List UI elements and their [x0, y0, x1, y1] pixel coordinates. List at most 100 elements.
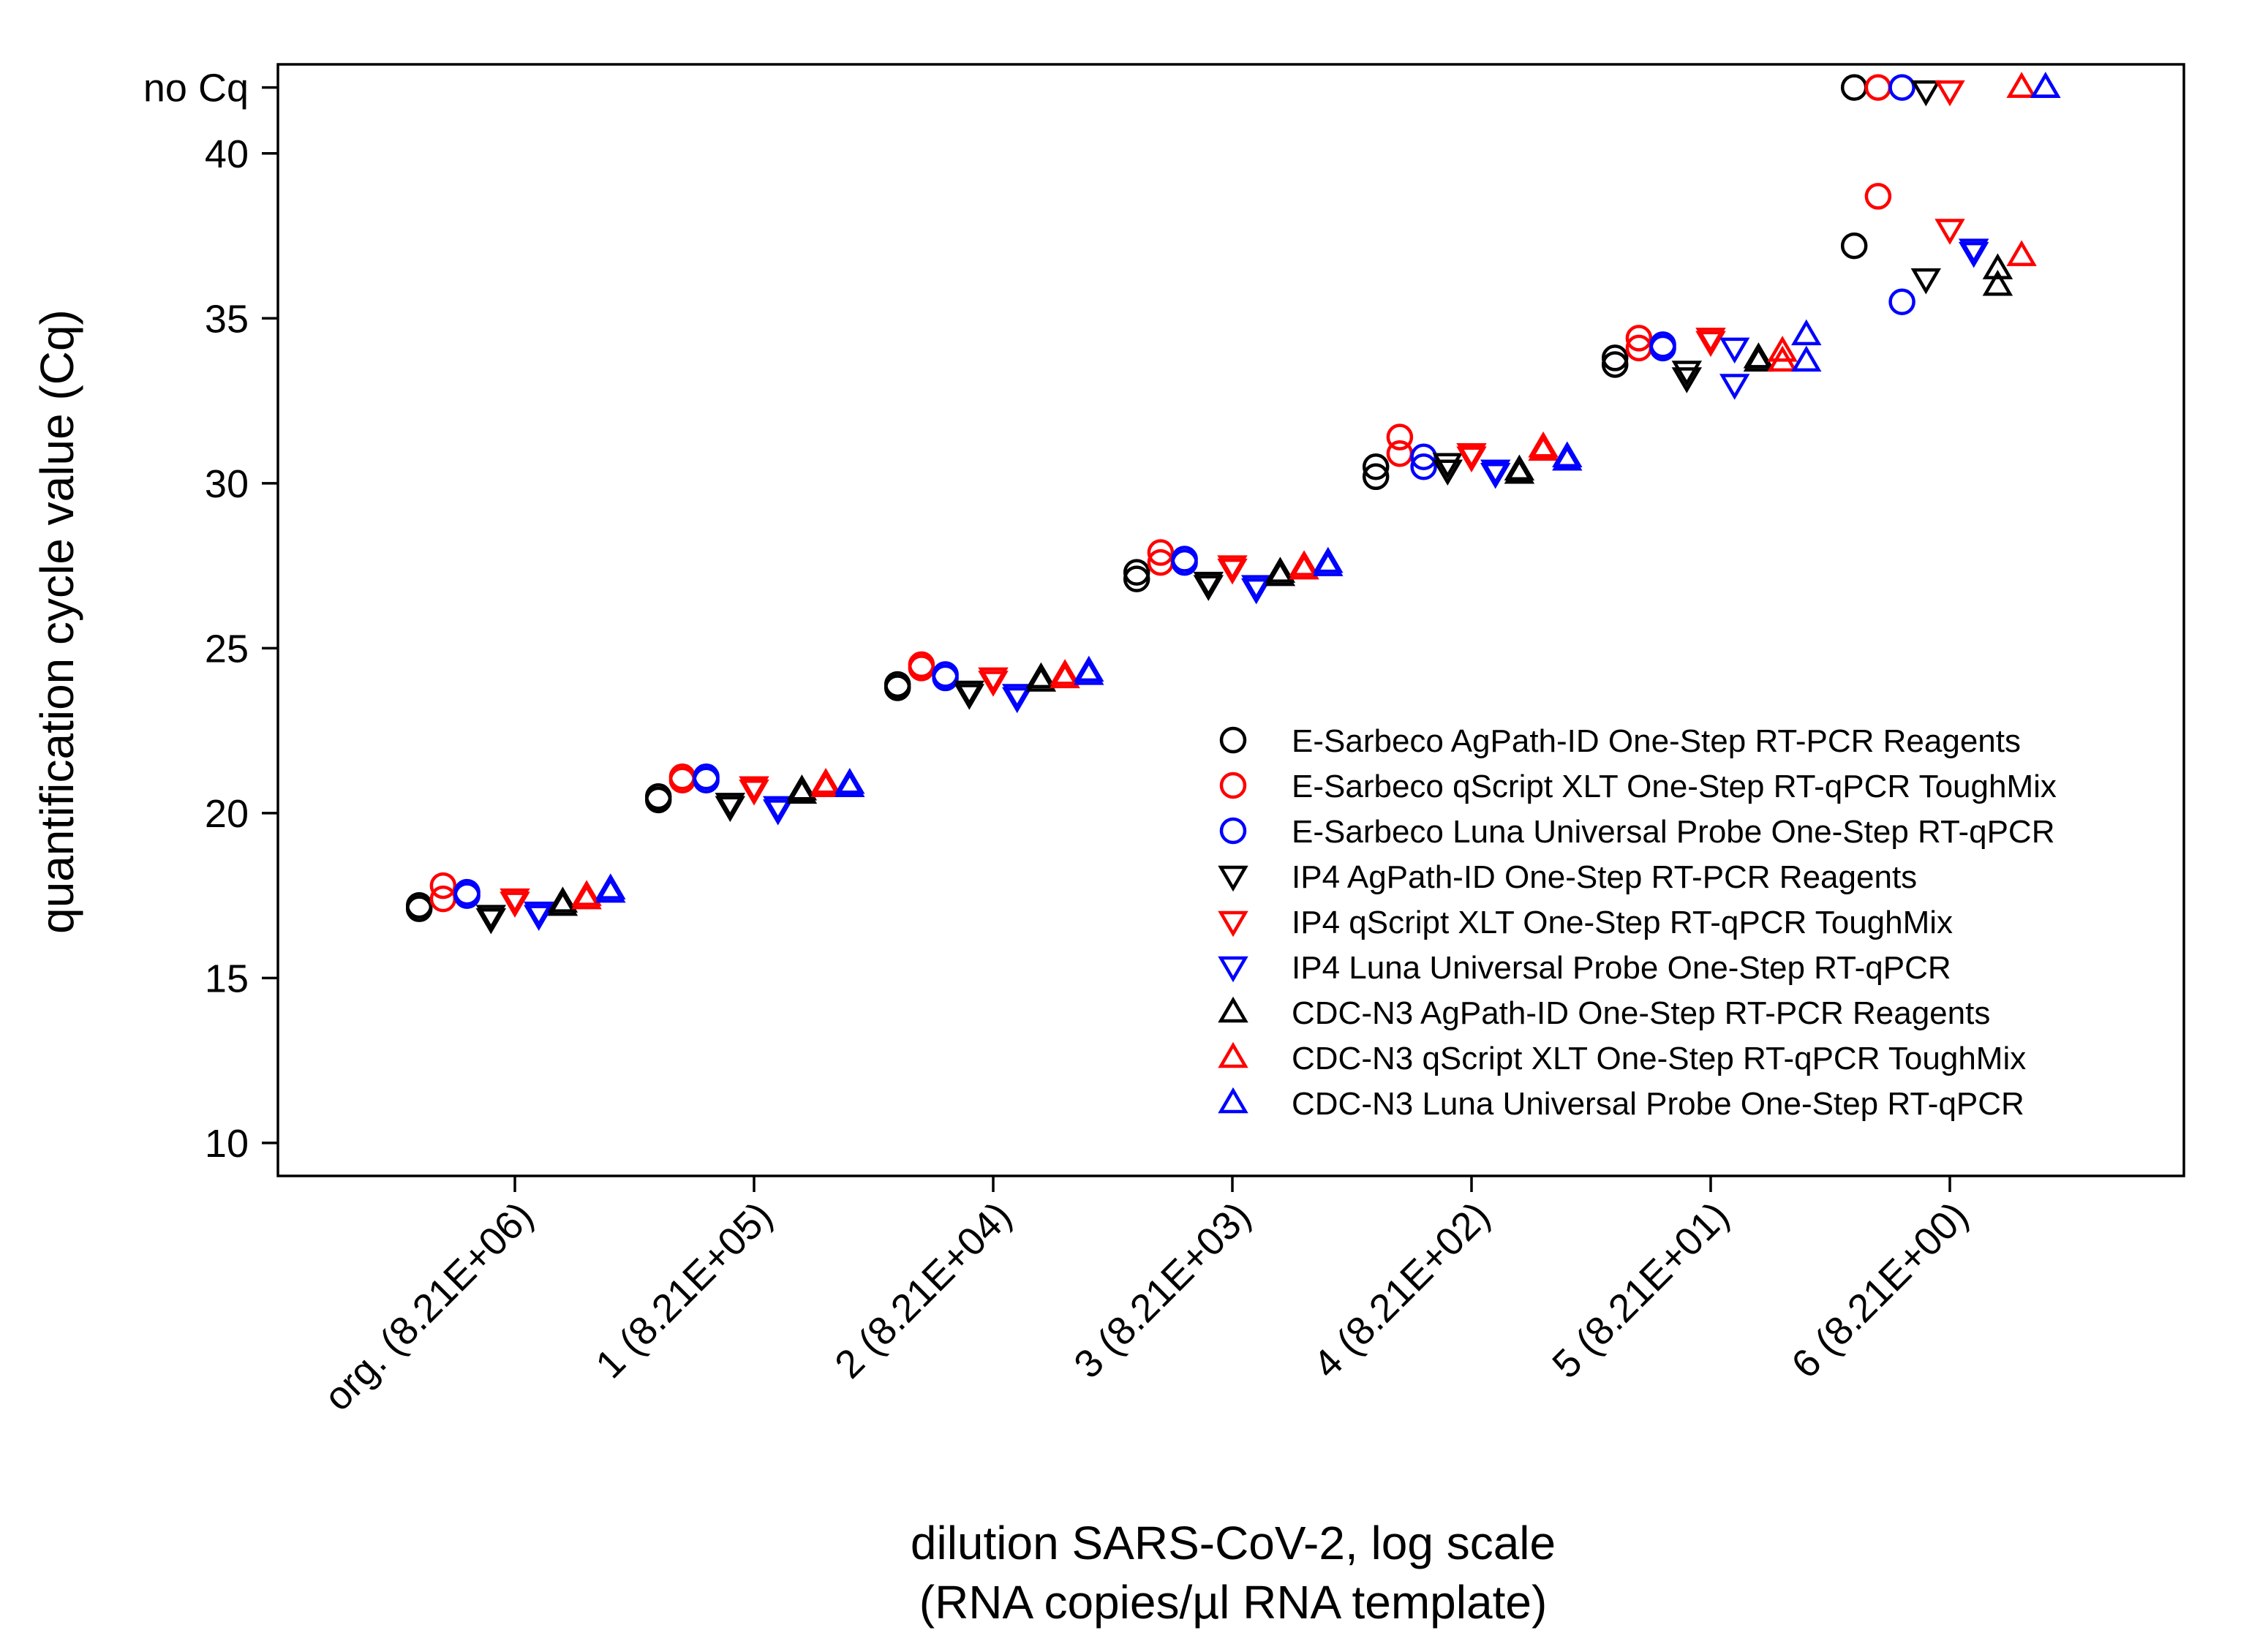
legend-marker [1219, 772, 1247, 799]
data-point [884, 671, 911, 698]
legend-marker [1219, 726, 1247, 754]
data-point [1552, 444, 1583, 471]
data-point [1767, 336, 1798, 362]
data-point [1695, 328, 1726, 354]
data-point [1240, 575, 1272, 601]
data-point [523, 905, 554, 931]
data-point [500, 891, 530, 918]
data-point [1743, 342, 1774, 369]
data-point [1528, 434, 1559, 461]
y-tick-label-no-cq: no Cq [143, 67, 249, 110]
data-point [693, 763, 720, 791]
data-point [1934, 80, 1965, 107]
data-point [1123, 559, 1150, 586]
data-point [1050, 662, 1080, 689]
data-point [1888, 74, 1915, 101]
data-point [1625, 325, 1653, 352]
data-point [547, 886, 579, 913]
data-point [908, 651, 935, 679]
data-point [1671, 367, 1703, 393]
data-point [715, 793, 746, 819]
data-point [1601, 351, 1629, 378]
legend-label: CDC-N3 qScript XLT One-Step RT-qPCR Toug… [1292, 1041, 2026, 1076]
data-point [1456, 442, 1487, 469]
data-point [595, 876, 626, 903]
data-point [1362, 463, 1390, 491]
data-point [1432, 453, 1463, 480]
data-point [1289, 550, 1319, 576]
data-point [739, 776, 769, 803]
legend-label: E-Sarbeco AgPath-ID One-Step RT-PCR Reag… [1292, 723, 2021, 759]
data-point [762, 796, 794, 823]
legend-label: CDC-N3 Luna Universal Probe One-Step RT-… [1292, 1086, 2024, 1122]
y-tick-label: 15 [205, 957, 249, 1000]
legend-marker [1218, 1041, 1248, 1068]
data-point [786, 777, 818, 804]
legend-marker [1218, 996, 1248, 1023]
y-tick-label: 10 [205, 1122, 249, 1166]
data-point [1313, 550, 1344, 576]
legend-marker [1218, 956, 1248, 983]
legend-label: CDC-N3 AgPath-ID One-Step RT-PCR Reagent… [1292, 995, 1990, 1031]
legend-marker [1218, 1087, 1248, 1114]
data-point [2030, 72, 2061, 98]
data-point [835, 767, 865, 794]
legend-marker [1218, 865, 1248, 892]
data-point [1791, 345, 1822, 372]
data-point [547, 889, 579, 916]
y-tick-label: 35 [205, 297, 249, 341]
axis-titles: quantification cycle value (Cq) dilution… [31, 309, 1556, 1629]
data-point [1001, 687, 1033, 714]
data-point [1480, 463, 1511, 489]
data-point [1123, 565, 1150, 592]
data-point [932, 661, 959, 688]
data-point [954, 680, 985, 707]
data-point [835, 771, 865, 798]
y-tick-label: 30 [205, 462, 249, 506]
data-point [1240, 578, 1272, 605]
data-point [1025, 662, 1057, 689]
series-1 [405, 74, 1868, 922]
data-point [1265, 559, 1296, 587]
data-point [405, 891, 433, 919]
legend: E-Sarbeco AgPath-ID One-Step RT-PCR Reag… [1218, 723, 2057, 1122]
data-point [1504, 454, 1535, 481]
data-point [1217, 558, 1248, 585]
data-point [571, 880, 602, 906]
series-5 [500, 80, 1965, 918]
y-tick-label: 40 [205, 132, 249, 176]
data-point [739, 780, 769, 806]
legend-label: E-Sarbeco qScript XLT One-Step RT-qPCR T… [1292, 769, 2057, 804]
data-point [1386, 423, 1414, 450]
data-point [1074, 659, 1104, 685]
plot-area [276, 63, 2185, 1177]
data-point [1888, 288, 1915, 315]
series-9 [595, 72, 2061, 903]
data-point [1671, 361, 1703, 387]
data-point [1695, 331, 1726, 358]
x-axis-title-line2: (RNA copies/µl RNA template) [919, 1576, 1548, 1629]
data-point [1289, 553, 1319, 580]
data-points [405, 72, 2061, 935]
data-point [1074, 655, 1104, 682]
data-point [1934, 219, 1965, 245]
data-point [1432, 459, 1463, 486]
legend-marker [1219, 817, 1247, 845]
data-point [475, 905, 507, 931]
data-point [1410, 453, 1437, 480]
data-point [1050, 659, 1080, 685]
series-4 [475, 80, 1942, 935]
series-7 [547, 253, 2013, 916]
x-axis-title-line1: dilution SARS-CoV-2, log scale [911, 1517, 1556, 1569]
data-point [1791, 319, 1822, 346]
data-point [595, 873, 626, 899]
data-point [978, 667, 1009, 694]
data-point [1265, 557, 1296, 583]
data-point [1719, 337, 1750, 364]
series-8 [571, 72, 2037, 910]
data-point [1910, 268, 1942, 295]
data-point [1001, 684, 1033, 710]
data-point [1147, 539, 1175, 566]
